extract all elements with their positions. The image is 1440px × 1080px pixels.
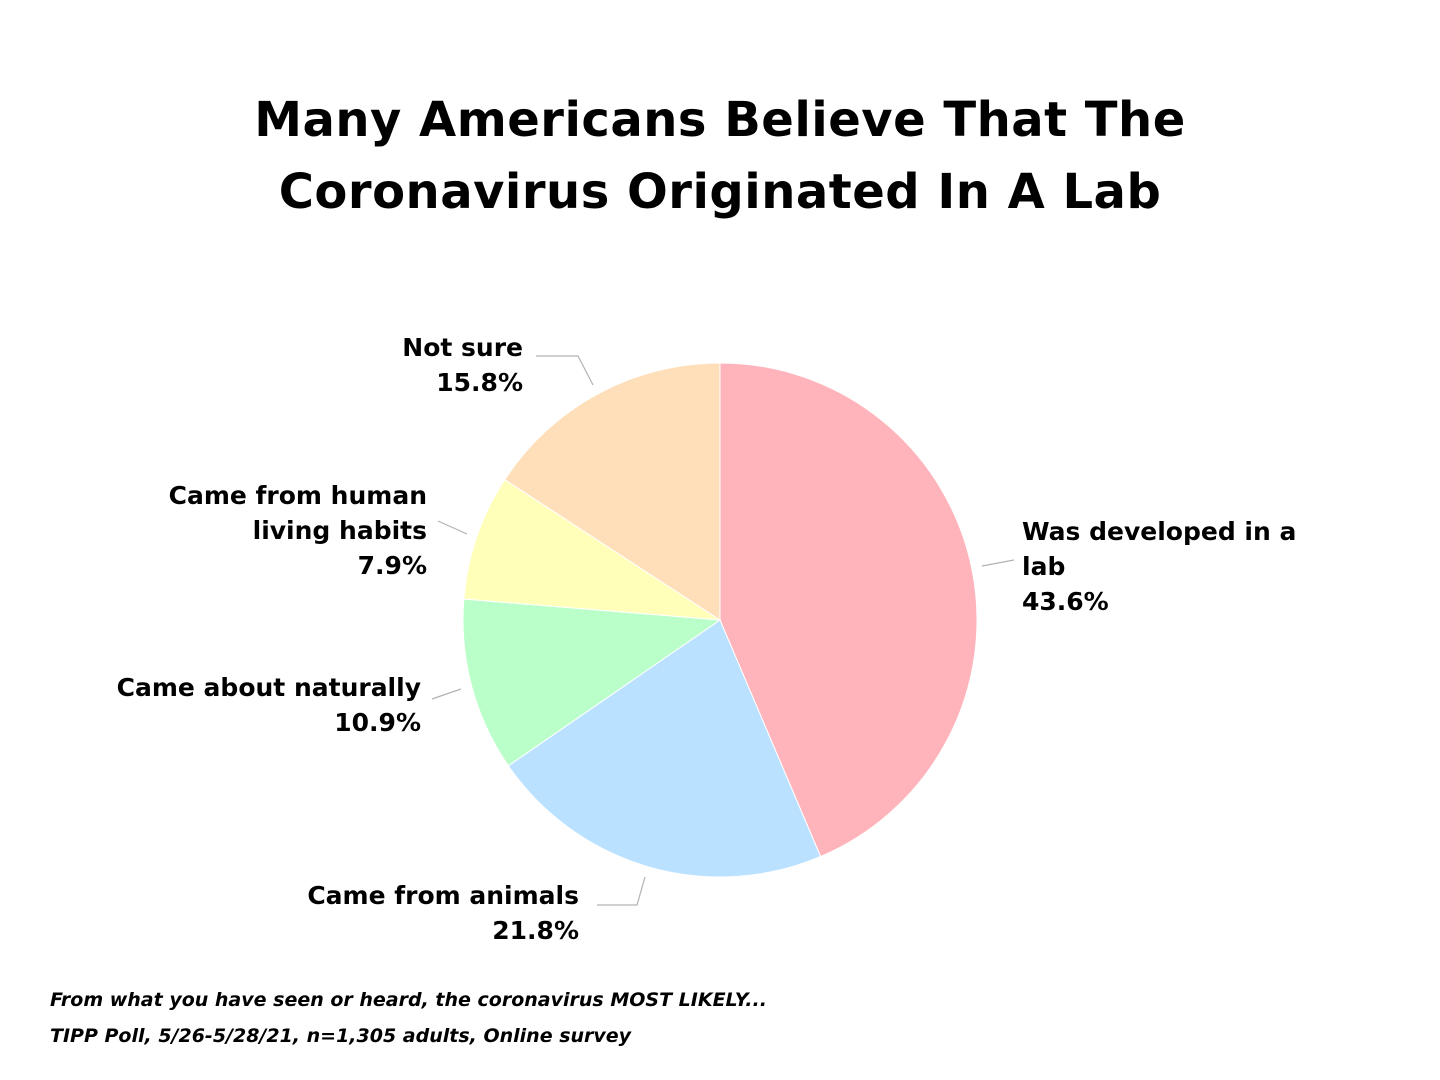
slice-label-was-developed-in-a-lab: Was developed in a lab 43.6%: [1022, 517, 1296, 616]
leader-line-came-from-animals: [597, 876, 646, 906]
pie-slice-came-from-animals: [507, 619, 822, 878]
pie-slice-came-about-naturally: [462, 598, 722, 767]
footnote-question: From what you have seen or heard, the co…: [50, 989, 767, 1011]
pie-labels: Was developed in a lab 43.6% Came from anim…: [117, 333, 1297, 945]
leader-line-came-from-human-living-habits: [437, 520, 468, 535]
slice-value-label: 15.8%: [436, 368, 523, 397]
footnote-source: TIPP Poll, 5/26-5/28/21, n=1,305 adults,…: [50, 1025, 632, 1047]
slice-category-label: Came about naturally: [117, 673, 421, 702]
pie-leader-lines: [431, 355, 1015, 906]
slice-label-came-from-human-living-habits: Came from human living habits 7.9%: [169, 481, 427, 580]
slice-value-label: 10.9%: [334, 708, 421, 737]
pie-slices: [462, 362, 978, 878]
chart-title-line-2: Coronavirus Originated In A Lab: [278, 164, 1162, 220]
slice-category-label: Not sure: [402, 333, 523, 362]
slice-value-label: 21.8%: [492, 916, 579, 945]
slice-category-label: Came from human: [169, 481, 427, 510]
leader-line-was-developed-in-a-lab: [981, 559, 1015, 567]
slice-category-label: Came from animals: [307, 881, 579, 910]
chart-title-line-1: Many Americans Believe That The: [254, 92, 1186, 148]
slice-label-not-sure: Not sure 15.8%: [402, 333, 523, 397]
leader-line-not-sure: [536, 355, 594, 386]
pie-slice-was-developed-in-a-lab: [719, 362, 978, 858]
slice-label-came-about-naturally: Came about naturally 10.9%: [117, 673, 421, 737]
slice-category-label: Was developed in a: [1022, 517, 1296, 546]
slice-category-label: living habits: [253, 516, 427, 545]
leader-line-came-about-naturally: [431, 688, 462, 700]
pie-slice-not-sure: [504, 362, 721, 621]
pie-slice-came-from-human-living-habits: [463, 478, 721, 621]
slice-value-label: 7.9%: [358, 551, 427, 580]
slice-label-came-from-animals: Came from animals 21.8%: [307, 881, 579, 945]
chart-title: Many Americans Believe That The Coronavi…: [0, 84, 1440, 228]
slice-value-label: 43.6%: [1022, 587, 1109, 616]
slice-category-label: lab: [1022, 552, 1065, 581]
